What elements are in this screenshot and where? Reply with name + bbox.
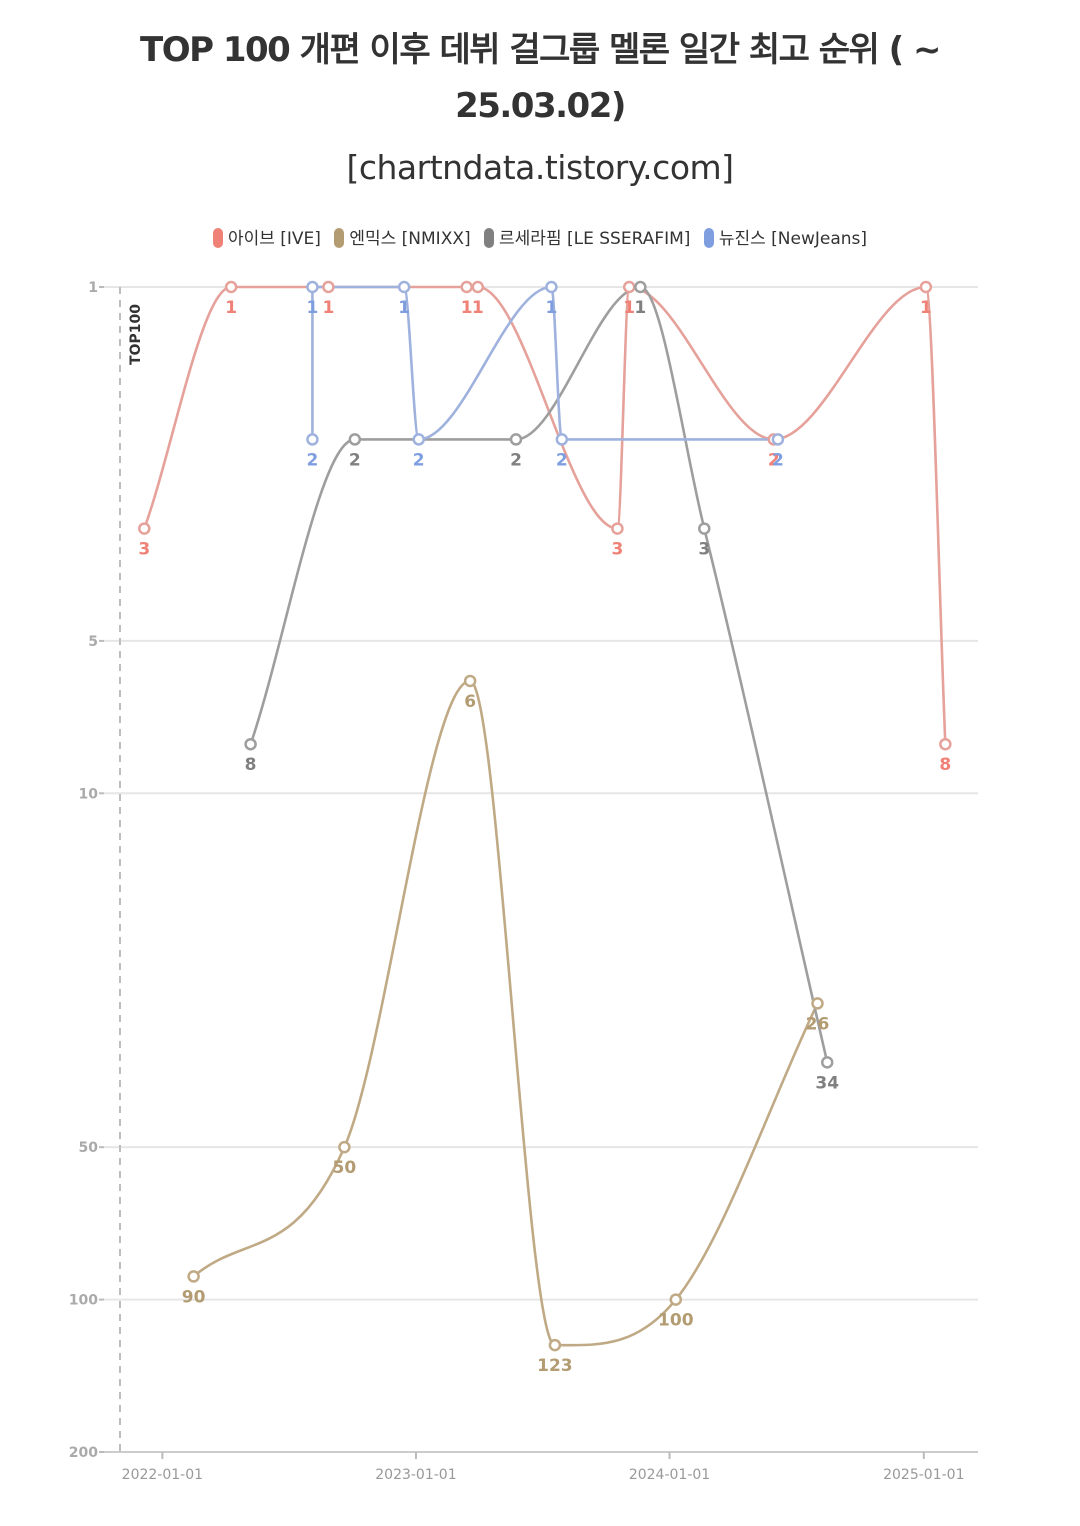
data-label-nmixx: 6 bbox=[464, 692, 476, 712]
legend-item-newjeans[interactable]: 뉴진스 [NewJeans] bbox=[703, 224, 868, 249]
point-newjeans bbox=[306, 280, 319, 294]
data-label-ive: 3 bbox=[612, 540, 624, 560]
data-label-ive: 1 bbox=[322, 298, 334, 318]
point-le-sserafim bbox=[634, 280, 647, 294]
data-label-ive: 1 bbox=[623, 298, 635, 318]
chart-legend: 아이브 [IVE] 엔믹스 [NMIXX] 르세라핌 [LE SSERAFIM]… bbox=[0, 224, 1080, 249]
data-label-le-sserafim: 2 bbox=[349, 450, 361, 470]
data-label-ive: 1 bbox=[472, 298, 484, 318]
top100-marker-label: TOP100 bbox=[128, 304, 144, 365]
data-label-ive: 1 bbox=[461, 298, 473, 318]
x-tick-label: 2022-01-01 bbox=[122, 1467, 203, 1483]
point-nmixx bbox=[463, 674, 477, 688]
point-le-sserafim bbox=[820, 1056, 834, 1069]
point-ive bbox=[622, 280, 636, 294]
data-label-nmixx: 100 bbox=[658, 1311, 694, 1331]
point-newjeans bbox=[545, 280, 558, 294]
point-nmixx bbox=[338, 1140, 351, 1154]
data-label-nmixx: 123 bbox=[537, 1356, 573, 1376]
legend-label-ive: 아이브 [IVE] bbox=[227, 229, 321, 249]
series-line-nmixx bbox=[192, 679, 819, 1347]
data-label-le-sserafim: 2 bbox=[510, 450, 522, 470]
point-ive bbox=[939, 737, 952, 751]
x-tick-label: 2025-01-01 bbox=[883, 1467, 964, 1483]
point-newjeans bbox=[397, 280, 411, 294]
legend-item-le-sserafim[interactable]: 르세라핌 [LE SSERAFIM] bbox=[484, 224, 690, 249]
data-label-le-sserafim: 1 bbox=[634, 298, 646, 318]
legend-label-le-sserafim: 르세라핌 [LE SSERAFIM] bbox=[499, 229, 691, 249]
series-points bbox=[138, 280, 952, 1352]
data-label-newjeans: 2 bbox=[556, 450, 568, 470]
point-ive bbox=[611, 522, 624, 535]
data-label-ive: 1 bbox=[225, 298, 237, 318]
point-newjeans bbox=[306, 433, 319, 446]
point-nmixx bbox=[548, 1338, 562, 1352]
series-line-le-sserafim bbox=[249, 285, 829, 1063]
data-label-newjeans: 1 bbox=[398, 298, 410, 318]
data-label-newjeans: 2 bbox=[413, 450, 425, 470]
point-newjeans bbox=[412, 433, 425, 446]
data-label-ive: 1 bbox=[920, 298, 932, 318]
x-tick-label: 2023-01-01 bbox=[375, 1467, 456, 1483]
data-label-le-sserafim: 34 bbox=[815, 1073, 839, 1093]
data-label-ive: 2 bbox=[768, 450, 780, 470]
data-label-le-sserafim: 8 bbox=[245, 755, 257, 775]
point-ive bbox=[224, 280, 238, 294]
data-label-newjeans: 1 bbox=[545, 298, 557, 318]
legend-label-nmixx: 엔믹스 [NMIXX] bbox=[349, 229, 471, 249]
data-label-ive: 3 bbox=[138, 540, 150, 560]
data-label-newjeans: 2 bbox=[307, 450, 319, 470]
legend-swatch-newjeans bbox=[703, 228, 714, 248]
point-nmixx bbox=[811, 997, 824, 1010]
point-le-sserafim bbox=[698, 522, 711, 535]
y-tick-label: 5 bbox=[88, 634, 98, 650]
series-lines bbox=[143, 285, 947, 1347]
data-label-newjeans: 2 bbox=[772, 450, 784, 470]
chart-title: TOP 100 개편 이후 데뷔 걸그룹 멜론 일간 최고 순위 ( ~ 25.… bbox=[140, 30, 941, 126]
legend-swatch-le-sserafim bbox=[484, 228, 495, 248]
series-line-ive bbox=[143, 285, 947, 745]
axis-layer: 1 5 10 50 100 200 2022-01-01 2023-01-01 2024-01-… bbox=[69, 280, 978, 1483]
legend-item-nmixx[interactable]: 엔믹스 [NMIXX] bbox=[334, 224, 471, 249]
point-ive bbox=[919, 280, 933, 294]
y-tick-label: 200 bbox=[69, 1445, 98, 1461]
point-newjeans bbox=[771, 433, 785, 446]
point-ive bbox=[322, 280, 335, 294]
data-label-nmixx: 90 bbox=[182, 1287, 206, 1307]
y-tick-label: 100 bbox=[69, 1293, 98, 1309]
chart-subtitle: [chartndata.tistory.com] bbox=[346, 148, 734, 187]
legend-item-ive[interactable]: 아이브 [IVE] bbox=[212, 224, 321, 249]
data-label-le-sserafim: 3 bbox=[698, 540, 710, 560]
data-label-ive: 8 bbox=[939, 755, 951, 775]
legend-swatch-nmixx bbox=[334, 228, 345, 248]
point-nmixx bbox=[187, 1270, 200, 1283]
legend-swatch-ive bbox=[212, 228, 223, 248]
point-le-sserafim bbox=[348, 433, 362, 446]
legend-label-newjeans: 뉴진스 [NewJeans] bbox=[718, 229, 868, 249]
point-le-sserafim bbox=[244, 737, 257, 751]
grid-layer bbox=[104, 286, 978, 1301]
point-le-sserafim bbox=[509, 433, 523, 446]
data-label-newjeans: 1 bbox=[307, 298, 319, 318]
point-nmixx bbox=[669, 1293, 683, 1306]
y-tick-label: 1 bbox=[88, 280, 98, 296]
y-tick-label: 50 bbox=[79, 1140, 99, 1156]
point-ive bbox=[460, 280, 473, 294]
point-ive bbox=[471, 280, 485, 294]
data-label-nmixx: 50 bbox=[333, 1158, 357, 1178]
data-label-nmixx: 26 bbox=[806, 1014, 830, 1034]
point-newjeans bbox=[555, 433, 569, 446]
y-tick-label: 10 bbox=[79, 786, 99, 802]
point-ive bbox=[138, 522, 151, 535]
x-tick-label: 2024-01-01 bbox=[629, 1467, 710, 1483]
